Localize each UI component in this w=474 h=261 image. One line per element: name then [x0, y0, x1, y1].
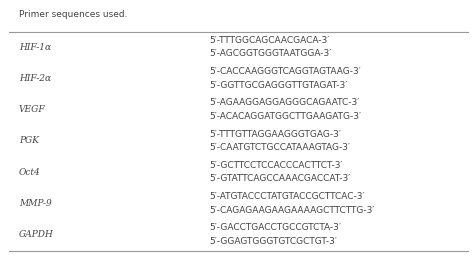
Text: 5′-GGAGTGGGTGTCGCTGT-3′: 5′-GGAGTGGGTGTCGCTGT-3′ — [210, 237, 337, 246]
Text: 5′-GACCTGACCTGCCGTCTA-3′: 5′-GACCTGACCTGCCGTCTA-3′ — [210, 223, 341, 232]
Text: PGK: PGK — [18, 137, 39, 145]
Text: MMP-9: MMP-9 — [18, 199, 51, 208]
Text: 5′-TTTGGCAGCAACGACA-3′: 5′-TTTGGCAGCAACGACA-3′ — [210, 36, 330, 45]
Text: Primer sequences used.: Primer sequences used. — [18, 10, 127, 19]
Text: Oct4: Oct4 — [18, 168, 40, 177]
Text: 5′-AGCGGTGGGTAATGGA-3′: 5′-AGCGGTGGGTAATGGA-3′ — [210, 49, 332, 58]
Text: 5′-ACACAGGATGGCTTGAAGATG-3′: 5′-ACACAGGATGGCTTGAAGATG-3′ — [210, 112, 362, 121]
Text: HIF-1α: HIF-1α — [18, 43, 51, 52]
Text: VEGF: VEGF — [18, 105, 46, 114]
Text: 5′-CACCAAGGGTCAGGTAGTAAG-3′: 5′-CACCAAGGGTCAGGTAGTAAG-3′ — [210, 67, 361, 76]
Text: 5′-ATGTACCCTATGTACCGCTTCAC-3′: 5′-ATGTACCCTATGTACCGCTTCAC-3′ — [210, 192, 365, 201]
Text: 5′-TTTGTTAGGAAGGGTGAG-3′: 5′-TTTGTTAGGAAGGGTGAG-3′ — [210, 130, 341, 139]
Text: 5′-GTATTCAGCCAAACGACCAT-3′: 5′-GTATTCAGCCAAACGACCAT-3′ — [210, 174, 351, 183]
Text: GAPDH: GAPDH — [18, 230, 54, 239]
Text: 5′-GCTTCCTCCACCCACTTCT-3′: 5′-GCTTCCTCCACCCACTTCT-3′ — [210, 161, 343, 170]
Text: 5′-CAGAGAAGAAGAAAAGCTTCTTG-3′: 5′-CAGAGAAGAAGAAAAGCTTCTTG-3′ — [210, 206, 375, 215]
Text: HIF-2α: HIF-2α — [18, 74, 51, 83]
Text: 5′-AGAAGGAGGAGGGCAGAATC-3′: 5′-AGAAGGAGGAGGGCAGAATC-3′ — [210, 98, 360, 108]
Text: 5′-CAATGTCTGCCATAAAGTAG-3′: 5′-CAATGTCTGCCATAAAGTAG-3′ — [210, 143, 350, 152]
Text: 5′-GGTTGCGAGGGTTGTAGAT-3′: 5′-GGTTGCGAGGGTTGTAGAT-3′ — [210, 81, 348, 90]
